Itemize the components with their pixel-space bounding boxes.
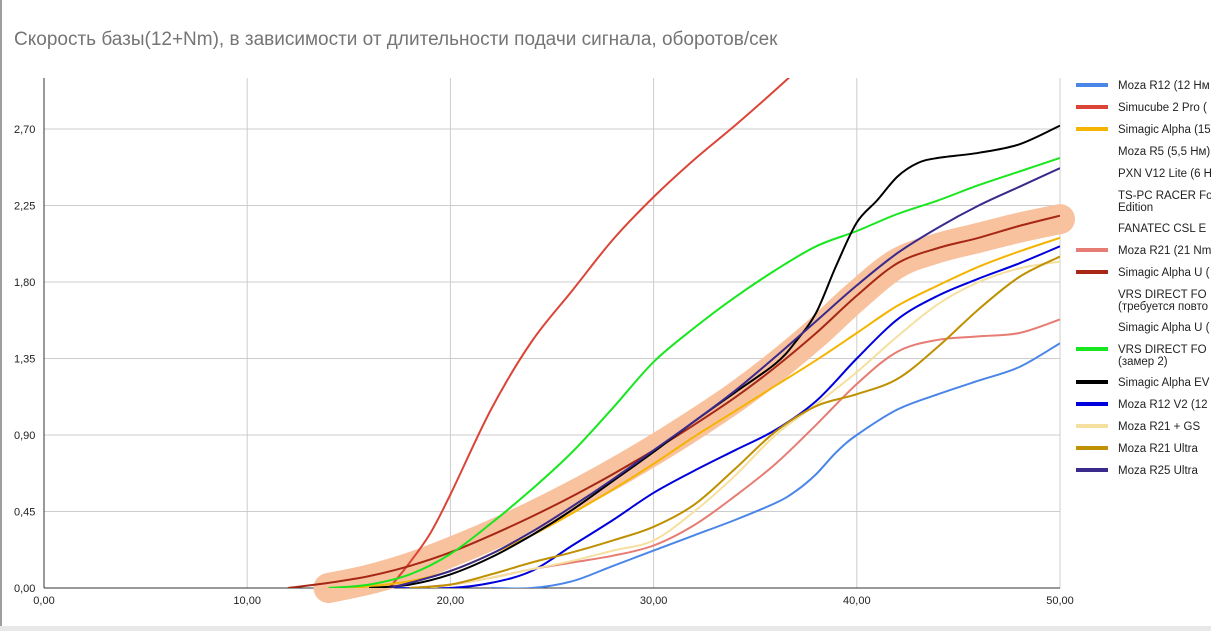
legend-label: Moza R25 Ultra — [1118, 465, 1198, 477]
legend-label: FANATEC CSL E — [1118, 223, 1207, 235]
legend-label: Moza R5 (5,5 Нм) — [1118, 146, 1210, 158]
legend-item[interactable]: Moza R21 (21 Nm — [1076, 245, 1211, 257]
legend-label: VRS DIRECT FO (требуется повто — [1118, 289, 1208, 313]
y-tick-label: 1,80 — [14, 277, 35, 289]
legend-item[interactable]: Moza R12 (12 Нм — [1076, 80, 1210, 92]
series-line — [389, 167, 1060, 588]
series-line — [429, 260, 1060, 588]
legend-item[interactable]: Moza R5 (5,5 Нм) — [1076, 146, 1210, 158]
legend-label: Simagic Alpha U ( — [1118, 322, 1210, 334]
series-lines — [287, 78, 1060, 588]
legend-label: Moza R12 (12 Нм — [1118, 80, 1210, 92]
y-tick-label: 2,70 — [14, 124, 35, 136]
x-tick-label: 30,00 — [640, 595, 668, 607]
legend-item[interactable]: Moza R21 Ultra — [1076, 443, 1198, 455]
legend-item[interactable]: Simucube 2 Pro ( — [1076, 102, 1207, 114]
y-tick-label: 1,35 — [14, 354, 35, 366]
y-tick-label: 2,25 — [14, 201, 35, 213]
legend-item[interactable]: Moza R21 + GS — [1076, 421, 1200, 433]
series-line — [409, 255, 1060, 588]
chart-title: Скорость базы(12+Nm), в зависимости от д… — [14, 29, 778, 50]
series-line — [389, 245, 1060, 588]
legend-item[interactable]: Simagic Alpha U ( — [1076, 267, 1210, 279]
legend-item[interactable]: Simagic Alpha U ( — [1076, 322, 1210, 334]
legend-label: VRS DIRECT FO (замер 2) — [1118, 344, 1207, 368]
x-tick-label: 20,00 — [437, 595, 465, 607]
frame-edge-bottom — [0, 626, 1211, 631]
series-line — [388, 78, 791, 588]
legend-label: TS-PC RACER Fo Edition — [1118, 190, 1211, 214]
highlight-band-path — [313, 204, 1075, 603]
legend-item[interactable]: Simagic Alpha EV — [1076, 377, 1210, 389]
highlight-band — [313, 204, 1075, 603]
legend-label: Simucube 2 Pro ( — [1118, 102, 1207, 114]
x-tick-label: 10,00 — [233, 595, 261, 607]
legend[interactable]: Moza R12 (12 Нм Simucube 2 Pro ( Simagic A… — [1076, 80, 1211, 477]
legend-item[interactable]: Moza R12 V2 (12 — [1076, 399, 1208, 411]
legend-label: Moza R21 Ultra — [1118, 443, 1198, 455]
legend-label: Moza R21 (21 Nm — [1118, 245, 1211, 257]
x-tick-label: 50,00 — [1046, 595, 1074, 607]
legend-label: PXN V12 Lite (6 Н — [1118, 168, 1211, 180]
series-line — [328, 156, 1060, 588]
legend-item[interactable]: PXN V12 Lite (6 Н — [1076, 168, 1211, 180]
legend-item[interactable]: VRS DIRECT FO (замер 2) — [1076, 344, 1207, 368]
axes: 0,00 10,00 20,00 30,00 40,00 50,00 0,00 0,45 0,9… — [14, 78, 1074, 607]
legend-label: Moza R12 V2 (12 — [1118, 399, 1208, 411]
y-tick-label: 0,45 — [14, 507, 35, 519]
y-tick-label: 0,90 — [14, 430, 35, 442]
legend-label: Simagic Alpha (15 — [1118, 124, 1211, 136]
series-line — [369, 124, 1060, 588]
legend-item[interactable]: TS-PC RACER Fo Edition — [1076, 190, 1211, 214]
legend-item[interactable]: FANATEC CSL E — [1076, 223, 1207, 235]
series-line — [491, 342, 1060, 588]
y-tick-label: 0,00 — [14, 583, 35, 595]
legend-item[interactable]: Moza R25 Ultra — [1076, 465, 1198, 477]
x-tick-label: 0,00 — [33, 595, 54, 607]
legend-label: Simagic Alpha EV — [1118, 377, 1210, 389]
x-tick-label: 40,00 — [843, 595, 871, 607]
legend-label: Simagic Alpha U ( — [1118, 267, 1210, 279]
legend-item[interactable]: VRS DIRECT FO (требуется повто — [1076, 289, 1208, 313]
legend-item[interactable]: Simagic Alpha (15 — [1076, 124, 1211, 136]
legend-label: Moza R21 + GS — [1118, 421, 1200, 433]
series-line — [287, 214, 1060, 588]
frame-edge-left — [0, 0, 2, 631]
